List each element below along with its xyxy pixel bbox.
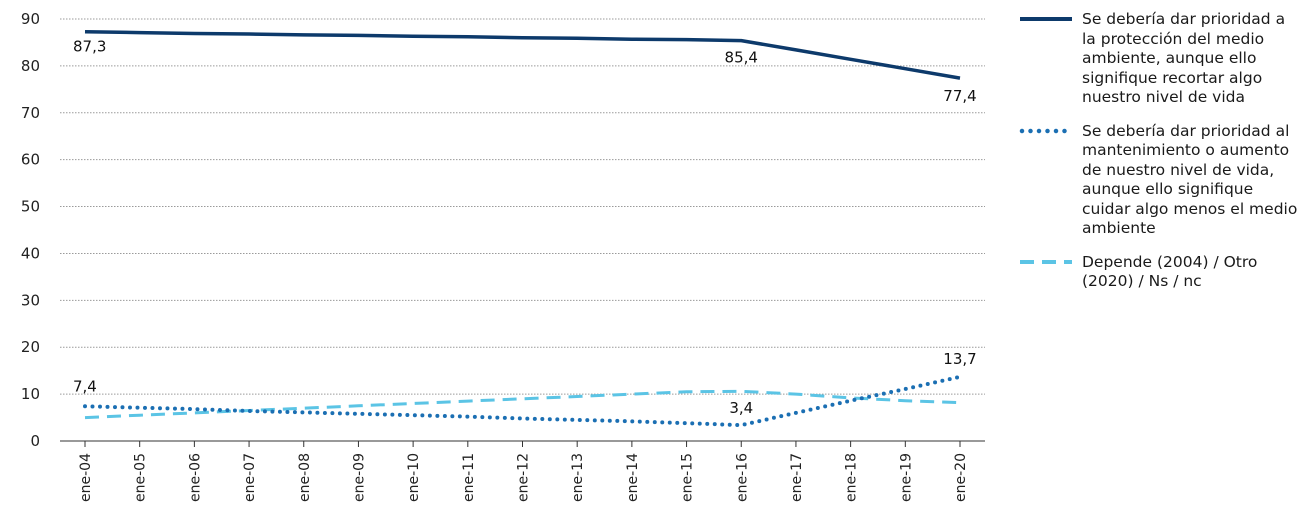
data-label: 85,4 — [725, 49, 758, 67]
series-line-dotted — [83, 374, 962, 428]
series-line-solid — [84, 29, 961, 80]
y-tick-label: 80 — [21, 57, 40, 75]
x-axis: ene-04 ene-05 ene-06 ene-07 ene-08 ene-09 ene-… — [60, 440, 985, 502]
legend-swatch-solid — [1020, 17, 1072, 21]
data-label: 13,7 — [943, 350, 976, 368]
data-label: 3,4 — [729, 399, 753, 417]
data-label: 87,3 — [73, 38, 106, 56]
y-tick-label: 60 — [21, 151, 40, 169]
legend-swatch-dotted — [1019, 128, 1074, 133]
x-tick-label: ene-15 — [680, 453, 696, 502]
y-tick-label: 40 — [21, 244, 40, 262]
legend-item-depende: Depende (2004) / Otro (2020) / Ns / nc — [1018, 253, 1303, 292]
x-tick-label: ene-05 — [133, 453, 149, 502]
y-axis-ticks: 0 10 20 30 40 50 60 70 80 90 — [21, 10, 40, 450]
x-tick-label: ene-14 — [625, 453, 641, 502]
series-lines — [83, 29, 962, 428]
x-tick-label: ene-13 — [570, 453, 586, 502]
y-tick-label: 50 — [21, 198, 40, 216]
y-tick-label: 30 — [21, 291, 40, 309]
x-tick-label: ene-11 — [461, 453, 477, 502]
x-tick-label: ene-12 — [516, 453, 532, 502]
legend: Se debería dar prioridad a la protección… — [1018, 10, 1303, 306]
legend-label: Se debería dar prioridad al mantenimient… — [1082, 121, 1298, 238]
grid-lines — [60, 18, 985, 395]
data-labels: 87,3 85,4 77,4 7,4 3,4 13,7 — [73, 38, 977, 417]
x-tick-label: ene-09 — [351, 453, 367, 502]
y-tick-label: 10 — [21, 385, 40, 403]
legend-item-nivel-vida: Se debería dar prioridad al mantenimient… — [1018, 122, 1303, 239]
x-tick-label: ene-07 — [242, 453, 258, 502]
legend-label: Depende (2004) / Otro (2020) / Ns / nc — [1082, 252, 1258, 291]
y-tick-label: 0 — [30, 432, 40, 450]
x-tick-label: ene-18 — [844, 453, 860, 502]
x-tick-label: ene-19 — [898, 453, 914, 502]
y-tick-label: 20 — [21, 338, 40, 356]
y-tick-label: 90 — [21, 10, 40, 28]
y-tick-label: 70 — [21, 104, 40, 122]
legend-swatch-dashed — [1020, 259, 1072, 264]
legend-label: Se debería dar prioridad a la protección… — [1082, 10, 1286, 106]
x-tick-label: ene-08 — [297, 453, 313, 502]
x-tick-label: ene-06 — [187, 453, 203, 502]
x-tick-label: ene-16 — [734, 453, 750, 502]
series-line-dashed — [84, 389, 961, 420]
x-tick-label: ene-04 — [78, 453, 94, 502]
legend-item-proteccion: Se debería dar prioridad a la protección… — [1018, 10, 1303, 108]
data-label: 7,4 — [73, 377, 97, 395]
data-label: 77,4 — [943, 87, 976, 105]
x-tick-label: ene-10 — [406, 453, 422, 502]
x-tick-label: ene-20 — [953, 453, 969, 502]
x-tick-label: ene-17 — [789, 453, 805, 502]
